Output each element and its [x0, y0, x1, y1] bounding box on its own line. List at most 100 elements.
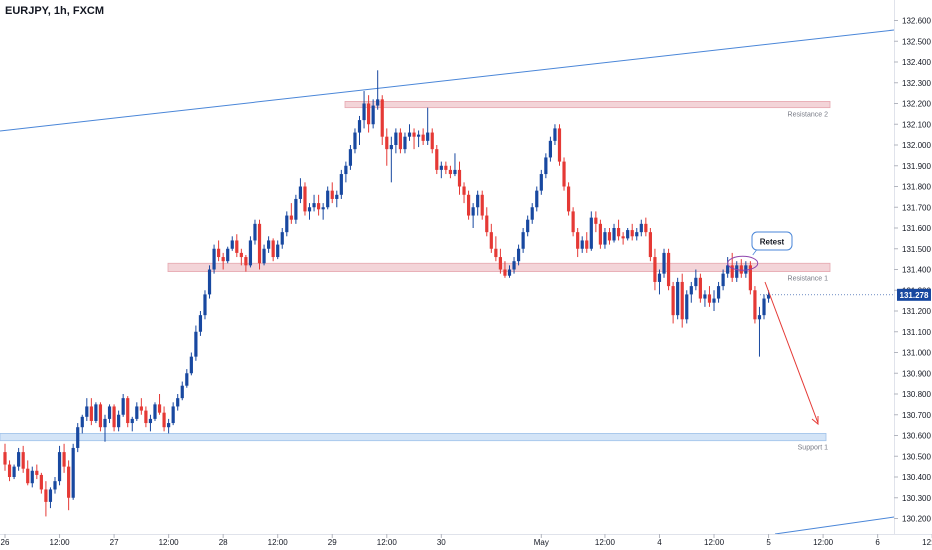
candle-body	[26, 468, 30, 484]
candle	[653, 248, 657, 291]
candle	[321, 203, 325, 220]
candle-body	[35, 470, 39, 475]
candle	[3, 443, 7, 471]
candle-body	[244, 257, 248, 266]
candle	[598, 219, 602, 249]
candle	[357, 115, 362, 145]
candle	[203, 290, 207, 320]
candle-body	[121, 398, 125, 415]
candle-body	[276, 244, 280, 258]
candle-body	[762, 298, 766, 316]
candle	[362, 91, 366, 129]
candle-body	[17, 452, 21, 467]
candle	[566, 182, 571, 216]
candle	[85, 398, 89, 421]
candle	[167, 418, 171, 434]
candle	[107, 404, 112, 424]
candle-body	[453, 169, 457, 175]
candle-body	[471, 207, 475, 216]
candle	[389, 136, 393, 183]
candle	[303, 182, 307, 216]
candle-body	[203, 294, 207, 316]
annotations-layer: Retest	[727, 231, 819, 426]
candle-body	[198, 315, 203, 332]
candle	[126, 396, 130, 428]
price-axis[interactable]: 132.600 132.500 132.400 132.300 132.200 132.1…	[760, 17, 931, 524]
candle	[94, 402, 98, 424]
candle	[544, 153, 548, 179]
candle	[317, 194, 321, 216]
time-tick-label: 27	[110, 538, 119, 547]
candle	[571, 207, 575, 237]
candle-body	[580, 240, 584, 249]
candle	[748, 261, 752, 295]
price-tick-label: 131.600	[902, 224, 931, 233]
candle	[739, 259, 743, 278]
candle-body	[576, 232, 580, 249]
candle-body	[330, 190, 334, 199]
candle	[512, 257, 516, 274]
candle-body	[371, 105, 375, 125]
candle	[7, 460, 12, 482]
candle-body	[180, 385, 184, 399]
candle-body	[217, 248, 221, 258]
candle	[53, 477, 57, 494]
candle	[226, 246, 230, 264]
candle-body	[271, 240, 275, 258]
candle	[526, 215, 530, 237]
candle-body	[421, 134, 425, 141]
time-tick-label: 12:00	[268, 538, 289, 547]
candle-body	[348, 149, 353, 166]
current-price-label: 131.278	[900, 291, 929, 300]
upper-trendline	[0, 29, 895, 132]
candle-body	[289, 215, 293, 220]
candle	[744, 261, 748, 278]
candle	[730, 252, 734, 282]
candle	[294, 194, 298, 224]
candle-body	[212, 248, 216, 270]
candle-body	[557, 128, 562, 162]
candle-body	[739, 265, 743, 274]
candle-body	[730, 265, 734, 278]
time-axis[interactable]: 26 12:00 27 12:00 28 12:00 29 12:00 30 May 12:00 4 1…	[1, 534, 932, 547]
time-tick-label: 6	[875, 538, 880, 547]
candle-body	[698, 277, 702, 299]
candle	[548, 136, 552, 162]
projection-arrow	[764, 281, 819, 424]
price-tick-label: 131.500	[902, 245, 931, 254]
candle	[430, 128, 434, 154]
candle	[148, 414, 153, 432]
price-tick-label: 130.400	[902, 473, 931, 482]
candle-body	[307, 207, 312, 212]
candle	[21, 445, 25, 473]
time-tick-label: 12:00	[595, 538, 616, 547]
price-tick-label: 131.000	[902, 349, 931, 358]
candle	[644, 217, 648, 237]
candle	[130, 416, 134, 432]
candle	[639, 219, 643, 237]
candle	[289, 203, 293, 224]
candle	[585, 232, 589, 253]
candle	[589, 211, 593, 251]
candle	[235, 234, 239, 258]
resistance-label: Resistance 2	[788, 112, 829, 119]
candle	[694, 269, 698, 291]
candle	[535, 186, 539, 212]
candle	[707, 286, 712, 307]
candle	[280, 228, 284, 249]
retest-callout-box[interactable]	[751, 231, 793, 251]
candle-body	[135, 406, 139, 419]
candle-body	[171, 406, 175, 424]
candle-body	[317, 203, 321, 210]
candle	[80, 414, 84, 434]
candle-body	[521, 232, 525, 249]
candle-body	[267, 240, 271, 249]
candle	[98, 402, 103, 432]
candle	[762, 294, 766, 320]
candle	[48, 487, 53, 509]
candle-body	[598, 223, 602, 245]
price-tick-label: 132.600	[902, 17, 931, 26]
price-tick-label: 132.200	[902, 100, 931, 109]
candle	[457, 161, 462, 195]
